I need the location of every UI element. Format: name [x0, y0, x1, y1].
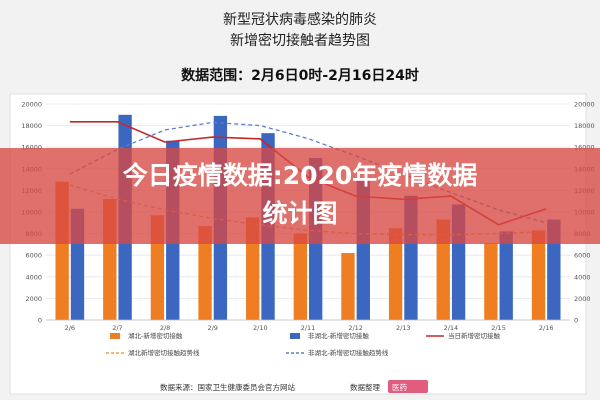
- y-tick-label-right: 18000: [574, 122, 595, 130]
- legend-item: 当日新增密切接触: [426, 331, 501, 340]
- chart-title-line1: 新型冠状病毒感染的肺炎: [223, 11, 377, 28]
- y-tick-label-right: 0: [574, 317, 578, 325]
- x-tick-label: 2/10: [253, 324, 268, 332]
- x-tick-label: 2/12: [348, 324, 363, 332]
- chart-title-line2: 新增密切接触者趋势图: [230, 32, 370, 49]
- y-tick-label-right: 2000: [574, 295, 591, 303]
- bar-hubei: [436, 219, 450, 320]
- bar-hubei: [484, 243, 498, 320]
- credit-label: 数据整理: [350, 382, 380, 392]
- overlay-caption-line1: 今日疫情数据:2020年疫情数据: [122, 161, 478, 190]
- bar-hubei: [531, 230, 546, 320]
- bar-hubei: [198, 226, 212, 320]
- x-tick-label: 2/16: [539, 324, 554, 332]
- legend-label: 当日新增密切接触: [448, 331, 501, 340]
- x-axis: 2/6 2/7 2/8 2/9 2/10 2/11 2/12 2/13 2/14 2/15 2/16: [46, 319, 570, 332]
- x-tick-label: 2/13: [396, 324, 411, 332]
- y-tick-label: 2000: [25, 295, 42, 303]
- legend-item: 非湖北-新增密切接触趋势线: [286, 348, 389, 357]
- legend-label: 非湖北-新增密切接触: [308, 331, 369, 340]
- legend-label: 湖北-新增密切接触: [128, 331, 183, 340]
- bar-hubei: [293, 233, 307, 320]
- y-tick-label: 18000: [21, 122, 42, 130]
- data-range-label: 数据范围：2月6日0时-2月16日24时: [181, 67, 419, 84]
- x-tick-label: 2/8: [160, 324, 170, 332]
- y-tick-label: 20000: [21, 101, 42, 109]
- legend-label: 非湖北-新增密切接触趋势线: [308, 348, 389, 357]
- y-tick-label: 0: [38, 317, 42, 325]
- data-source-label: 数据来源：国家卫生健康委员会官方网站: [160, 382, 295, 392]
- overlay-caption-line2: 统计图: [262, 199, 338, 228]
- y-tick-label-right: 20000: [574, 101, 595, 109]
- legend-item: 湖北新增密切接触趋势线: [106, 348, 200, 357]
- y-tick-label-right: 4000: [574, 273, 591, 281]
- legend-item: 非湖北-新增密切接触: [290, 331, 369, 340]
- x-tick-label: 2/15: [491, 324, 506, 332]
- watermark: 知乎 @松果医: [474, 366, 556, 382]
- publisher-logo: 医药: [388, 380, 428, 393]
- legend-swatch: [110, 333, 120, 339]
- y-tick-label-right: 16000: [574, 144, 595, 152]
- bar-hubei: [341, 253, 355, 320]
- overlay-caption: 今日疫情数据:2020年疫情数据 统计图: [0, 157, 600, 233]
- legend-label: 湖北新增密切接触趋势线: [128, 348, 200, 357]
- overlay-banner: [0, 148, 600, 244]
- x-tick-label: 2/14: [444, 324, 459, 332]
- legend-swatch: [290, 333, 300, 339]
- x-tick-label: 2/7: [112, 324, 122, 332]
- legend-item: 湖北-新增密切接触: [110, 331, 183, 340]
- y-tick-label-right: 6000: [574, 252, 591, 260]
- y-tick-label: 4000: [25, 273, 42, 281]
- bar-hubei: [388, 228, 403, 320]
- x-tick-label: 2/9: [207, 324, 217, 332]
- bar-non-hubei: [499, 231, 513, 320]
- publisher-logo-text: 医药: [392, 382, 407, 392]
- x-tick-label: 2/11: [301, 324, 316, 332]
- y-tick-label: 16000: [21, 144, 42, 152]
- x-tick-label: 2/6: [65, 324, 75, 332]
- bar-non-hubei: [547, 219, 561, 320]
- y-tick-label: 6000: [25, 252, 42, 260]
